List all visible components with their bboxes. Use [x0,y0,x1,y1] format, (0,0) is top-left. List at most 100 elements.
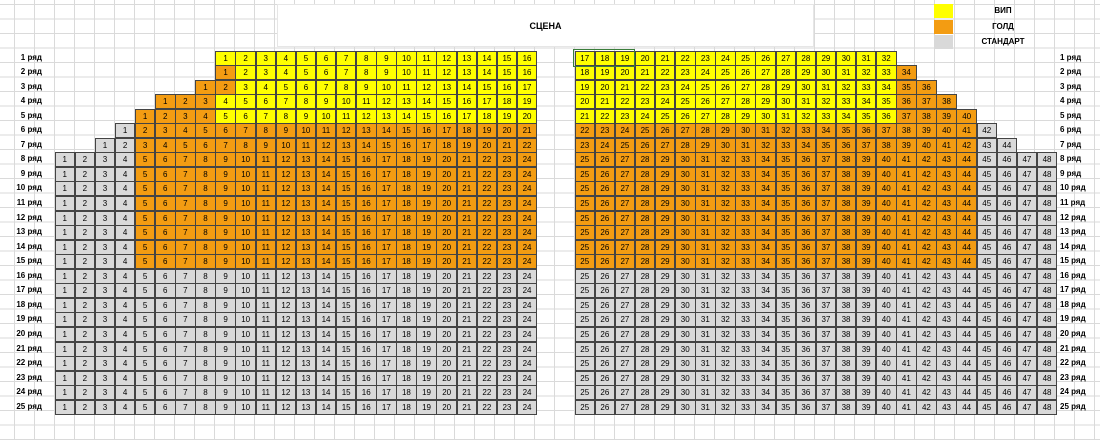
seat-gold[interactable]: 8 [195,254,216,270]
seat-gold[interactable]: 41 [936,137,957,153]
seat-gold[interactable]: 22 [476,210,498,226]
seat-vip[interactable]: 13 [436,79,457,95]
seat-standard[interactable]: 30 [675,341,696,357]
seat-standard[interactable]: 42 [976,123,997,139]
seat-standard[interactable]: 48 [1036,283,1058,299]
seat-standard[interactable]: 15 [335,341,357,357]
seat-standard[interactable]: 20 [436,297,457,313]
seat-gold[interactable]: 21 [456,225,477,241]
seat-standard[interactable]: 30 [675,326,696,342]
seat-standard[interactable]: 3 [94,225,116,241]
seat-gold[interactable]: 16 [396,137,417,153]
seat-vip[interactable]: 21 [654,50,676,66]
seat-gold[interactable]: 32 [715,210,736,226]
seat-gold[interactable]: 36 [795,152,817,168]
seat-standard[interactable]: 16 [356,312,377,328]
seat-standard[interactable]: 23 [496,356,518,372]
seat-vip[interactable]: 7 [335,65,357,81]
seat-vip[interactable]: 2 [235,65,256,81]
seat-standard[interactable]: 31 [695,268,716,284]
seat-standard[interactable]: 30 [675,283,696,299]
seat-standard[interactable]: 22 [476,326,498,342]
seat-gold[interactable]: 38 [835,152,857,168]
seat-standard[interactable]: 46 [996,283,1018,299]
seat-standard[interactable]: 2 [74,181,96,197]
seat-standard[interactable]: 48 [1036,166,1058,182]
seat-gold[interactable]: 32 [715,239,736,255]
seat-gold[interactable]: 15 [335,225,357,241]
seat-standard[interactable]: 10 [235,268,256,284]
seat-gold[interactable]: 7 [175,210,196,226]
seat-standard[interactable]: 39 [855,356,877,372]
seat-gold[interactable]: 27 [675,123,696,139]
seat-gold[interactable]: 26 [594,254,616,270]
seat-vip[interactable]: 3 [255,50,276,66]
seat-vip[interactable]: 20 [516,108,538,124]
seat-gold[interactable]: 5 [134,166,156,182]
seat-standard[interactable]: 39 [855,283,877,299]
seat-standard[interactable]: 31 [695,370,716,386]
seat-vip[interactable]: 15 [496,50,518,66]
seat-standard[interactable]: 19 [416,399,437,415]
seat-standard[interactable]: 44 [956,326,977,342]
seat-standard[interactable]: 4 [114,166,136,182]
seat-gold[interactable]: 39 [855,225,877,241]
seat-gold[interactable]: 30 [675,239,696,255]
seat-standard[interactable]: 1 [54,268,75,284]
seat-standard[interactable]: 3 [94,152,116,168]
seat-gold[interactable]: 3 [155,123,176,139]
seat-gold[interactable]: 26 [594,210,616,226]
seat-standard[interactable]: 43 [976,137,997,153]
seat-standard[interactable]: 43 [936,385,957,401]
seat-vip[interactable]: 18 [594,50,616,66]
seat-standard[interactable]: 10 [235,341,256,357]
seat-gold[interactable]: 14 [315,210,337,226]
seat-standard[interactable]: 42 [916,370,937,386]
seat-gold[interactable]: 35 [835,123,857,139]
seat-standard[interactable]: 1 [114,123,136,139]
seat-standard[interactable]: 24 [516,312,538,328]
seat-gold[interactable]: 42 [916,239,937,255]
seat-standard[interactable]: 40 [876,356,897,372]
seat-vip[interactable]: 3 [235,79,256,95]
seat-standard[interactable]: 3 [94,239,116,255]
seat-standard[interactable]: 26 [594,399,616,415]
seat-standard[interactable]: 6 [155,268,176,284]
seat-gold[interactable]: 17 [416,137,437,153]
seat-gold[interactable]: 26 [594,152,616,168]
seat-standard[interactable]: 44 [956,297,977,313]
seat-gold[interactable]: 20 [436,196,457,211]
seat-standard[interactable]: 21 [456,268,477,284]
seat-gold[interactable]: 27 [614,225,636,241]
seat-gold[interactable]: 21 [456,181,477,197]
seat-standard[interactable]: 6 [155,341,176,357]
seat-gold[interactable]: 3 [175,108,196,124]
seat-standard[interactable]: 16 [356,399,377,415]
seat-standard[interactable]: 41 [896,341,917,357]
seat-vip[interactable]: 1 [215,50,236,66]
seat-standard[interactable]: 43 [936,370,957,386]
seat-standard[interactable]: 45 [976,399,997,415]
seat-standard[interactable]: 35 [775,385,796,401]
seat-gold[interactable]: 13 [356,123,377,139]
seat-gold[interactable]: 39 [855,254,877,270]
seat-gold[interactable]: 25 [614,137,636,153]
seat-vip[interactable]: 24 [715,50,736,66]
seat-gold[interactable]: 42 [916,166,937,182]
seat-standard[interactable]: 26 [594,268,616,284]
seat-standard[interactable]: 38 [835,356,857,372]
seat-gold[interactable]: 36 [835,137,857,153]
seat-standard[interactable]: 17 [376,341,397,357]
seat-standard[interactable]: 48 [1036,312,1058,328]
seat-standard[interactable]: 26 [594,385,616,401]
seat-standard[interactable]: 20 [436,370,457,386]
seat-standard[interactable]: 32 [715,312,736,328]
seat-standard[interactable]: 47 [1016,385,1038,401]
seat-vip[interactable]: 7 [275,94,297,110]
seat-gold[interactable]: 21 [456,166,477,182]
seat-gold[interactable]: 12 [275,196,297,211]
seat-vip[interactable]: 7 [335,50,357,66]
seat-vip[interactable]: 11 [416,50,437,66]
seat-gold[interactable]: 24 [516,196,538,211]
seat-standard[interactable]: 26 [594,283,616,299]
